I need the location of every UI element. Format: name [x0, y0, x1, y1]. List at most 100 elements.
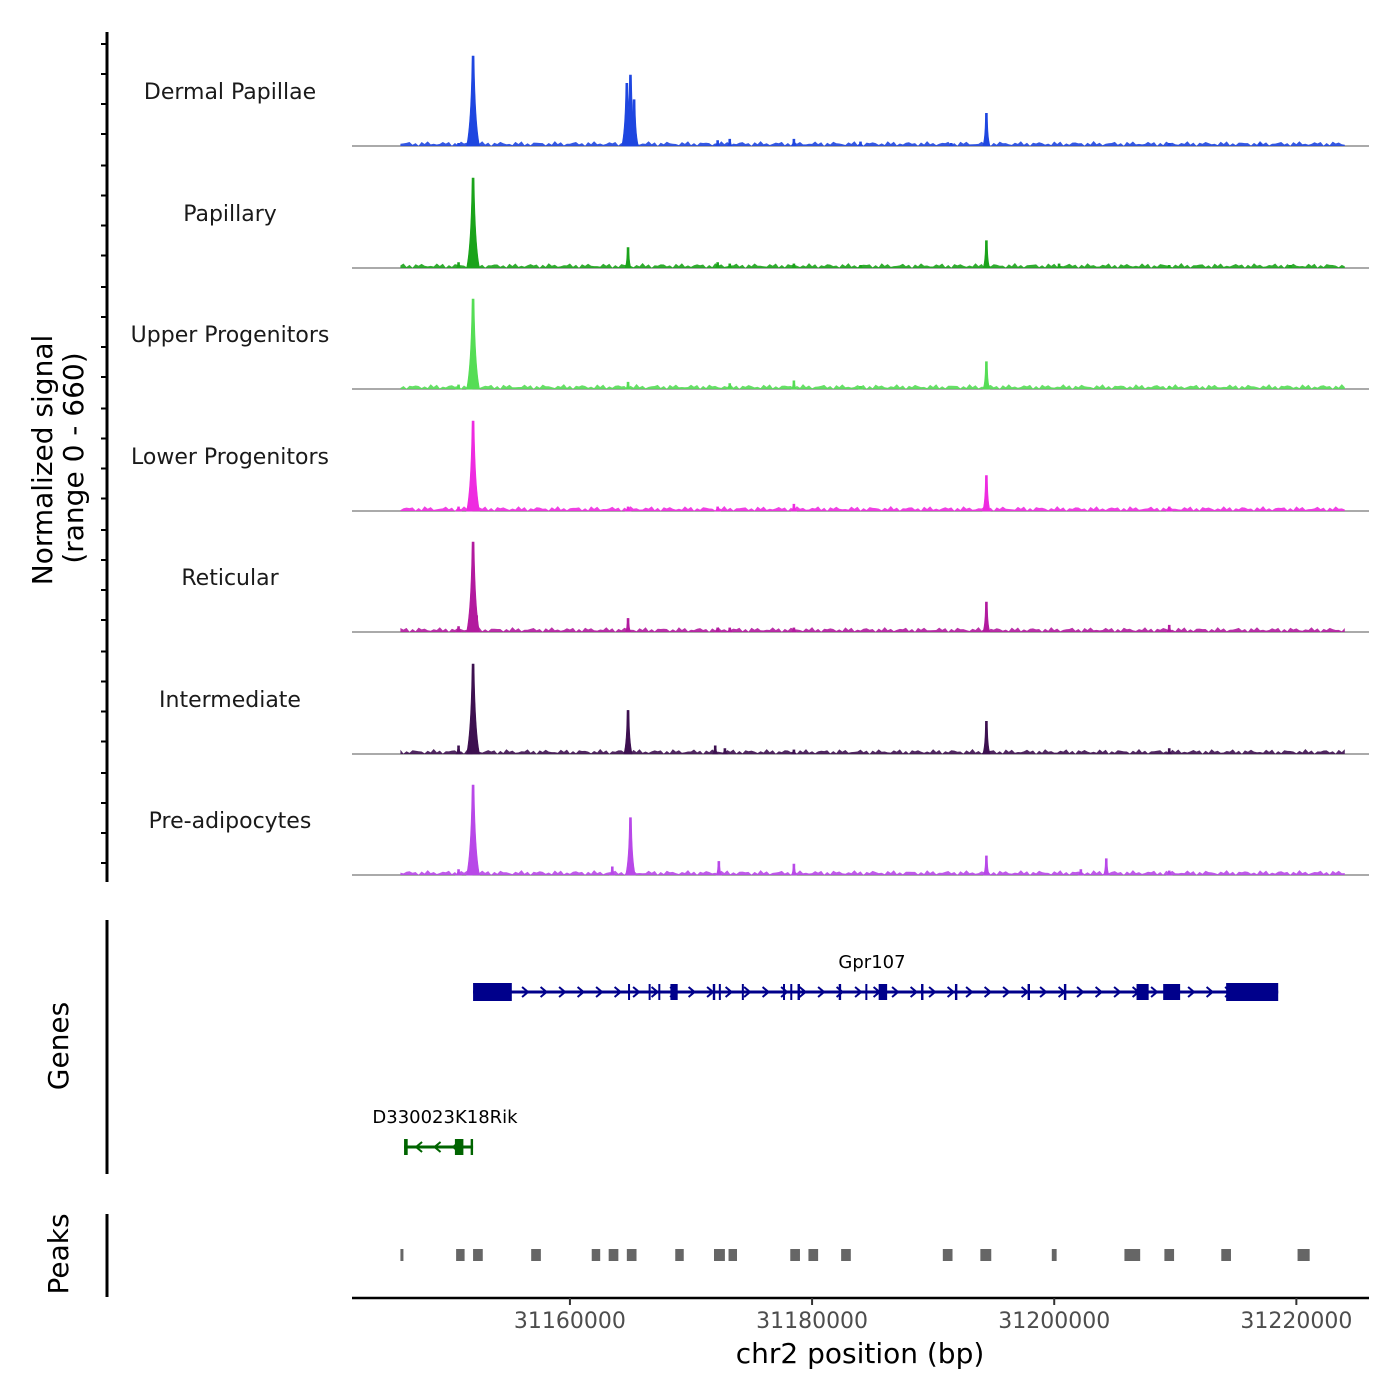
signal-peak: [714, 506, 722, 512]
signal-peak: [857, 385, 864, 390]
coverage-track-dermal-papillae: [352, 55, 1369, 147]
signal-peak: [455, 142, 462, 147]
signal-peak: [1165, 870, 1173, 876]
coverage-track-papillary: [352, 177, 1369, 269]
coverage-y-axis-ticks: [101, 43, 107, 864]
strand-arrow: [414, 1141, 423, 1153]
signal-peak: [466, 298, 480, 390]
coverage-track-pre-adipocytes: [352, 784, 1369, 876]
signal-peak: [726, 263, 734, 269]
coverage-track-lower-progenitors: [352, 420, 1369, 512]
signal-background: [400, 141, 1345, 146]
y-axis-range-label: (range 0 - 660): [57, 352, 90, 563]
strand-arrow: [1094, 986, 1104, 998]
strand-arrow: [909, 986, 919, 998]
strand-arrow: [595, 986, 604, 998]
peak-region: [808, 1249, 819, 1261]
strand-arrow: [1020, 986, 1030, 998]
strand-arrow: [539, 986, 549, 998]
signal-peak: [1166, 264, 1172, 269]
strand-arrow: [946, 986, 956, 998]
strand-arrow: [521, 986, 530, 998]
peak-region: [591, 1249, 601, 1261]
peak-region: [841, 1249, 851, 1261]
gene-exon: [1163, 984, 1181, 1000]
signal-background: [400, 506, 1345, 511]
peak-region: [400, 1249, 404, 1261]
peak-region: [980, 1249, 992, 1261]
peak-region: [531, 1249, 541, 1261]
strand-arrow: [650, 986, 660, 998]
signal-peak: [466, 663, 480, 755]
signal-peak: [948, 142, 954, 147]
signal-peak: [726, 138, 733, 147]
signal-peak: [1166, 142, 1172, 147]
gene-exon: [797, 984, 800, 1000]
signal-peak: [455, 262, 462, 269]
gene-exon: [1063, 984, 1067, 1000]
gene-label-gpr107: Gpr107: [838, 952, 905, 973]
strand-arrow: [1076, 986, 1085, 998]
gene-exon: [404, 1139, 408, 1155]
y-axis-title: Normalized signal: [26, 335, 59, 586]
signal-peak: [1165, 624, 1173, 633]
strand-arrow: [1113, 986, 1122, 998]
strand-arrow: [432, 1141, 442, 1153]
strand-arrow: [558, 986, 567, 998]
signal-peak: [609, 866, 616, 876]
signal-peak: [790, 380, 798, 390]
strand-arrow: [1002, 986, 1011, 998]
strand-arrow: [1150, 986, 1159, 998]
signal-peak: [726, 627, 734, 633]
peak-region: [1051, 1249, 1057, 1261]
signal-peak: [466, 784, 480, 876]
signal-peak: [624, 381, 632, 390]
strand-arrow: [761, 986, 771, 998]
strand-arrow: [1205, 986, 1215, 998]
gene-exon: [741, 984, 744, 1000]
signal-peak: [473, 615, 480, 633]
gene-exon: [790, 984, 793, 1000]
track-label-papillary: Papillary: [183, 202, 277, 227]
signal-peak: [1166, 385, 1172, 390]
signal-background: [400, 749, 1345, 754]
signal-background: [400, 384, 1345, 389]
gene-d330023k18rik: D330023K18Rik: [372, 1107, 518, 1155]
signal-peak: [726, 383, 734, 390]
track-label-upper-progenitors: Upper Progenitors: [131, 323, 330, 348]
gene-label-d330023k18rik: D330023K18Rik: [372, 1107, 518, 1128]
signal-peak: [790, 263, 798, 269]
gene-exon: [628, 984, 631, 1000]
signal-peak: [466, 137, 473, 147]
peak-region: [473, 1249, 483, 1261]
gene-exon: [473, 983, 512, 1001]
signal-peak: [466, 177, 480, 269]
signal-peak: [1165, 748, 1173, 755]
peak-region: [1164, 1249, 1175, 1261]
signal-peak: [454, 384, 463, 390]
x-tick-label: 31200000: [998, 1309, 1110, 1334]
signal-peak: [982, 720, 991, 755]
gene-gpr107: Gpr107: [473, 952, 1279, 1001]
gene-exon: [718, 984, 721, 1000]
x-tick-label: 31220000: [1240, 1309, 1352, 1334]
x-axis-title: chr2 position (bp): [736, 1337, 985, 1370]
strand-arrow: [743, 986, 752, 998]
signal-peak: [466, 259, 473, 269]
signal-peak: [790, 863, 798, 876]
strand-arrow: [928, 986, 937, 998]
strand-arrow: [632, 986, 641, 998]
strand-arrow: [687, 986, 697, 998]
peak-region: [608, 1249, 619, 1261]
signal-background: [400, 870, 1345, 875]
peak-region: [728, 1249, 738, 1261]
peak-region: [1221, 1249, 1231, 1261]
signal-peak: [466, 380, 473, 390]
peak-region: [1297, 1249, 1310, 1261]
signal-peak: [455, 745, 462, 755]
strand-arrow: [891, 986, 900, 998]
track-labels: Dermal Papillae Papillary Upper Progenit…: [131, 80, 330, 834]
peak-region: [790, 1249, 800, 1261]
signal-peak: [1257, 142, 1263, 147]
